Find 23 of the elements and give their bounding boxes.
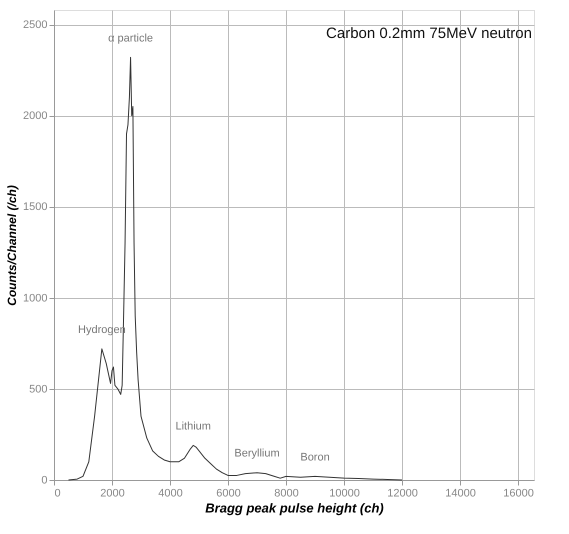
x-tick-label: 14000	[445, 488, 476, 500]
y-tick-label: 500	[29, 383, 48, 396]
annotation: Lithium	[175, 420, 211, 432]
y-tick-label: 0	[41, 474, 48, 486]
y-axis-title: Counts/Channel (/ch)	[5, 185, 20, 306]
x-tick-label: 4000	[158, 488, 183, 500]
y-tick-label: 2500	[23, 19, 48, 32]
x-tick-label: 16000	[503, 488, 534, 500]
x-axis-title: Bragg peak pulse height (ch)	[205, 500, 384, 516]
line-series	[68, 56, 403, 480]
y-tick-label: 2000	[23, 110, 48, 122]
annotation: Boron	[300, 451, 330, 464]
annotation: Beryllium	[234, 448, 280, 460]
x-tick-label: 0	[54, 488, 61, 500]
x-tick-label: 10000	[329, 488, 360, 500]
x-tick-label: 2000	[100, 488, 125, 500]
annotation: α particle	[108, 32, 154, 44]
text: Carbon 0.2mm 75MeV neutron	[326, 25, 532, 42]
x-tick-label: 8000	[274, 488, 299, 500]
x-tick-label: 6000	[216, 488, 241, 500]
y-tick-label: 1500	[23, 201, 48, 214]
x-tick-label: 12000	[387, 488, 418, 500]
y-tick-label: 1000	[23, 292, 48, 304]
